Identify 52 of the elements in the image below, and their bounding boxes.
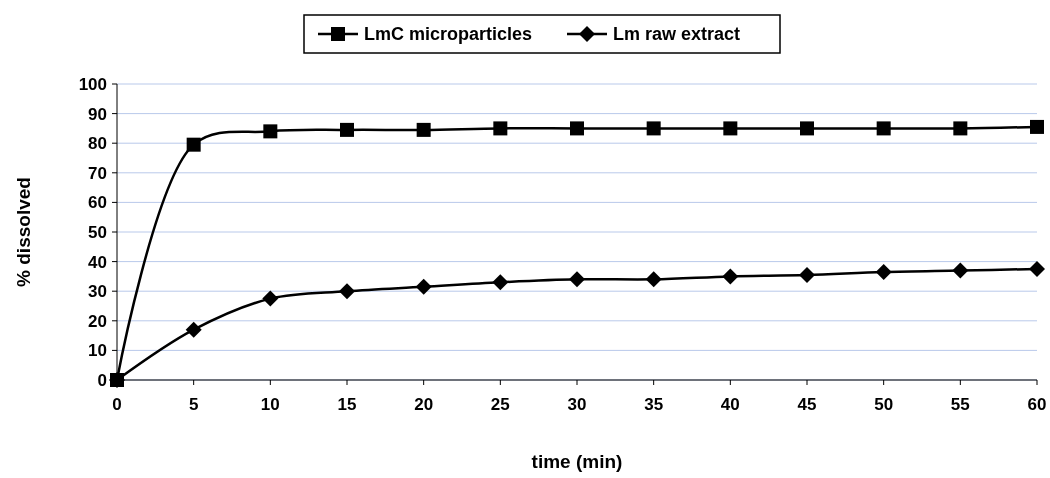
point	[185, 321, 202, 338]
point	[952, 262, 969, 279]
point	[645, 271, 662, 288]
point	[875, 263, 892, 280]
y-tick-label: 20	[88, 311, 107, 331]
point	[1030, 119, 1044, 134]
y-tick-label: 80	[88, 134, 107, 154]
x-tick-label: 40	[720, 395, 740, 414]
point	[722, 268, 739, 285]
x-tick-label: 20	[414, 395, 434, 414]
x-tick-label: 45	[797, 395, 817, 414]
y-tick-label: 60	[88, 193, 107, 213]
point	[340, 122, 354, 137]
legend-label: LmC microparticles	[364, 24, 533, 45]
point	[492, 274, 509, 291]
y-tick-label: 40	[88, 252, 107, 272]
point	[186, 137, 201, 152]
x-tick-label: 30	[567, 395, 587, 414]
point	[262, 290, 279, 307]
x-tick-label: 35	[644, 395, 664, 414]
point	[799, 266, 815, 283]
y-tick-label: 30	[88, 282, 107, 302]
y-tick-label: 50	[88, 222, 107, 242]
point	[1029, 261, 1045, 277]
x-tick-label: 25	[490, 395, 510, 414]
y-tick-label: 100	[78, 74, 107, 94]
point	[493, 121, 508, 136]
x-tick-label: 5	[188, 395, 199, 414]
x-tick-label: 55	[950, 395, 970, 414]
point	[263, 124, 278, 139]
point	[646, 121, 661, 136]
x-tick-label: 15	[337, 395, 357, 414]
point	[570, 121, 584, 136]
point	[800, 121, 814, 136]
x-tick-label: 50	[874, 395, 894, 414]
x-tick-label: 10	[260, 395, 280, 414]
x-axis-title: time (min)	[531, 451, 623, 472]
point	[339, 283, 355, 300]
point	[876, 121, 891, 136]
x-tick-label: 60	[1027, 395, 1047, 414]
point	[723, 121, 738, 136]
legend-label: Lm raw extract	[613, 24, 741, 45]
point	[416, 122, 431, 137]
y-tick-label: 0	[97, 370, 107, 390]
point	[569, 271, 585, 288]
point	[953, 121, 968, 136]
y-tick-label: 70	[88, 163, 107, 183]
x-tick-label: 0	[112, 395, 122, 414]
y-axis-title: % dissolved	[13, 177, 34, 287]
y-tick-label: 10	[88, 341, 107, 361]
y-tick-label: 90	[88, 104, 107, 124]
point	[415, 278, 432, 295]
